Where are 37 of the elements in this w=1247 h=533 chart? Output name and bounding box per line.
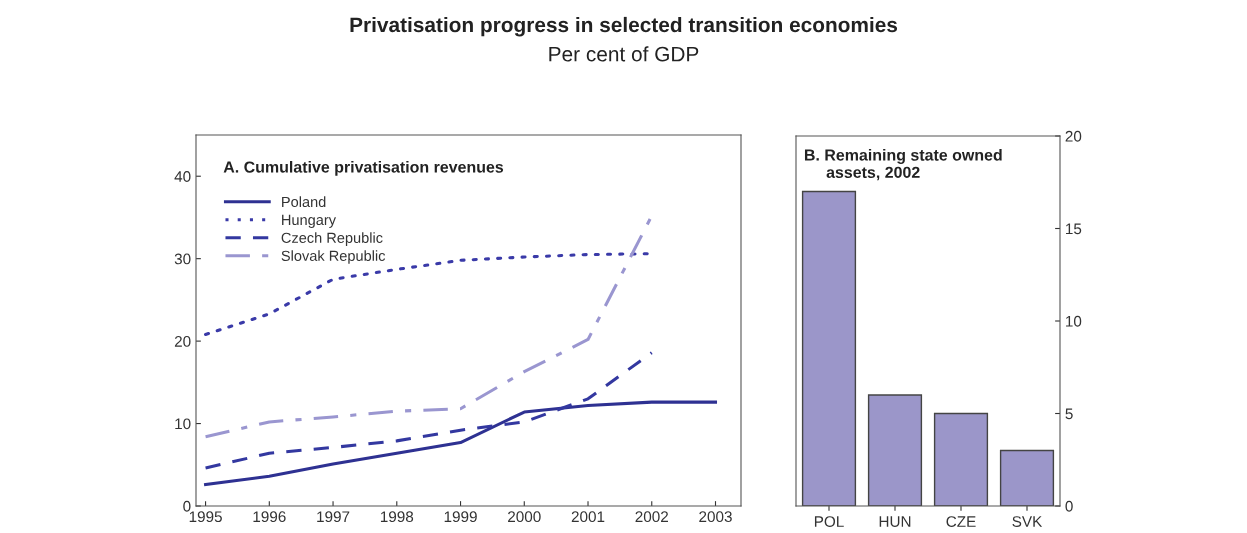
chart-title: Privatisation progress in selected transition economies (350, 16, 898, 37)
legend-label: Poland (282, 196, 326, 208)
y-tick-label: 40 (174, 171, 191, 182)
x-tick-label: 2003 (699, 511, 732, 523)
x-tick-label: 1997 (317, 511, 350, 523)
bar (999, 449, 1055, 506)
text: B. Remaining state owned assets, 2002 (804, 148, 1002, 181)
bar (867, 394, 923, 506)
x-tick-label: 1998 (380, 511, 414, 523)
y-tick-label: 20 (1065, 130, 1082, 142)
annotation: A. Cumulative privatisation revenues (223, 160, 504, 176)
legend-label: Czech Republic (281, 232, 383, 246)
x-tick-label: 2000 (508, 511, 541, 523)
legend-label: Hungary (282, 214, 336, 228)
y-tick-label: 30 (174, 253, 191, 265)
x-tick-label: HUN (879, 516, 911, 527)
y-tick-label: 0 (1065, 500, 1073, 512)
y-tick-label: 15 (1066, 223, 1082, 235)
chart-subtitle: Per cent of GDP (549, 46, 699, 62)
x-tick-label: POL (814, 516, 844, 527)
y-tick-label: 20 (174, 335, 191, 347)
line-series (204, 400, 718, 487)
y-tick-label: 10 (1066, 315, 1082, 327)
x-tick-label: 1999 (444, 511, 477, 523)
x-tick-label: CZE (946, 516, 976, 527)
x-tick-label: 2002 (635, 511, 668, 523)
x-tick-label: 1995 (189, 511, 222, 523)
legend-label: Slovak Republic (281, 250, 386, 264)
bar (933, 412, 989, 506)
y-tick-label: 0 (183, 500, 191, 512)
y-tick-label: 5 (1065, 408, 1073, 420)
x-tick-label: 1996 (253, 511, 286, 523)
bar (801, 190, 857, 506)
line-series (204, 351, 654, 470)
x-tick-label: SVK (1012, 516, 1043, 527)
y-tick-label: 10 (175, 418, 191, 430)
x-tick-label: 2001 (571, 511, 605, 523)
